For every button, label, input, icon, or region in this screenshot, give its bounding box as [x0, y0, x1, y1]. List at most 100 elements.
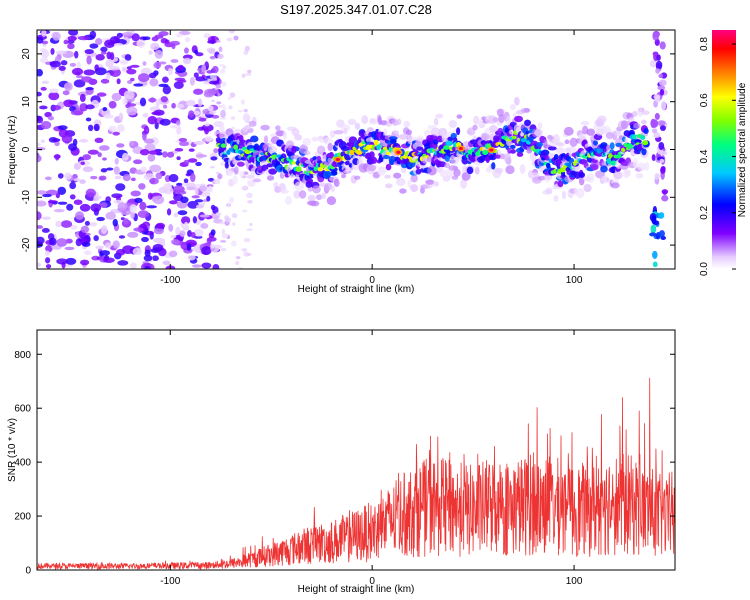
spectrogram-noise-cell — [126, 68, 137, 75]
spectrogram-ridge-cell — [291, 161, 297, 165]
spectrogram-halo-cell — [537, 175, 547, 181]
spectrogram-noise-cell — [193, 228, 204, 237]
spectrogram-noise-cell — [211, 65, 219, 74]
spectrogram-noise-cell — [147, 115, 158, 125]
spectrogram-noise-cell — [148, 150, 161, 155]
spectrogram-halo-cell — [307, 194, 316, 202]
spectrogram-signal-cell — [510, 144, 516, 149]
spectrogram-noise-cell — [121, 67, 127, 72]
spectrogram-halo-cell — [597, 115, 607, 123]
spectrogram-halo-cell — [448, 120, 458, 129]
spectrogram-halo-cell — [445, 168, 456, 179]
spectrogram-noise-cell — [240, 248, 247, 251]
spectrogram-noise-cell — [219, 221, 226, 225]
spectrogram-noise-cell — [233, 35, 239, 41]
spectrogram-noise-cell — [74, 50, 79, 59]
spectrogram-noise-cell — [47, 200, 58, 204]
spectrogram-peak-core — [335, 158, 340, 162]
spectrogram-x-axis-label: Height of straight line (km) — [298, 284, 415, 295]
spectrogram-noise-cell — [86, 55, 92, 65]
spectrogram-halo-cell — [309, 200, 320, 207]
colorbar-tick-label: 0.4 — [699, 149, 710, 163]
spectrogram-noise-cell — [117, 124, 125, 133]
snr-x-tick-label: 0 — [369, 576, 375, 587]
spectrogram-noise-cell — [124, 54, 132, 61]
spectrogram-noise-cell — [149, 78, 159, 87]
spectrogram-ridge-cell — [642, 140, 649, 146]
spectrogram-noise-cell — [199, 185, 207, 192]
spectrogram-edge-cell — [659, 150, 668, 156]
spectrogram-halo-cell — [432, 181, 440, 187]
spectrogram-edge-cell — [658, 141, 665, 151]
spectrogram-noise-cell — [188, 148, 195, 152]
spectrogram-noise-cell — [103, 257, 115, 263]
spectrogram-signal-cell — [494, 154, 502, 159]
spectrogram-noise-cell — [201, 262, 212, 269]
spectrogram-noise-cell — [148, 97, 157, 103]
spectrogram-halo-cell — [444, 162, 450, 169]
spectrogram-signal-cell — [437, 161, 447, 168]
spectrogram-noise-cell — [37, 190, 48, 195]
spectrogram-signal-cell — [266, 163, 274, 168]
spectrogram-noise-cell — [70, 110, 83, 116]
spectrogram-halo-cell — [564, 139, 570, 145]
spectrogram-noise-cell — [168, 200, 178, 205]
spectrogram-signal-cell — [491, 162, 496, 170]
snr-frame — [36, 329, 676, 571]
spectrogram-noise-cell — [129, 204, 138, 213]
spectrogram-halo-cell — [311, 136, 319, 142]
spectrogram-noise-cell — [57, 201, 68, 205]
spectrogram-noise-cell — [201, 64, 207, 73]
spectrogram-noise-cell — [183, 221, 189, 230]
spectrogram-halo-cell — [245, 115, 251, 121]
spectrogram-noise-cell — [139, 97, 147, 107]
spectrogram-noise-cell — [64, 246, 75, 251]
spectrogram-edge-cell — [657, 120, 666, 127]
spectrogram-signal-cell — [609, 142, 615, 150]
spectrogram-signal-cell — [369, 151, 375, 159]
spectrogram-noise-cell — [206, 70, 214, 74]
spectrogram-noise-cell — [221, 81, 227, 87]
spectrogram-halo-cell — [275, 125, 281, 131]
spectrogram-halo-cell — [461, 172, 471, 181]
spectrogram-halo-cell — [333, 178, 340, 187]
spectrogram-noise-cell — [244, 45, 250, 52]
spectrogram-noise-cell — [149, 177, 159, 185]
spectrogram-halo-cell — [632, 158, 639, 168]
spectrogram-halo-cell — [569, 137, 578, 147]
snr-panel: -100 0 100 0 200 400 600 800 Height of straigh… — [7, 329, 676, 595]
spectrogram-noise-cell — [211, 99, 215, 102]
spectrogram-noise-cell — [55, 50, 67, 55]
spectrogram-noise-cell — [80, 76, 93, 83]
spectrogram-noise-cell — [186, 186, 197, 191]
spectrogram-ridge-cell — [615, 154, 622, 159]
spectrogram-noise-cell — [133, 83, 144, 87]
spectrogram-noise-cell — [144, 249, 151, 257]
spectrogram-noise-cell — [198, 118, 207, 122]
spectrogram-edge-cell — [659, 41, 666, 50]
spectrogram-halo-cell — [637, 162, 646, 172]
spectrogram-signal-cell — [456, 127, 461, 136]
spectrogram-noise-cell — [55, 154, 60, 161]
spectrogram-noise-cell — [166, 151, 175, 158]
spectrogram-halo-cell — [242, 126, 249, 133]
spectrogram-noise-cell — [210, 166, 215, 169]
spectrogram-signal-cell — [641, 148, 647, 156]
spectrogram-noise-cell — [153, 195, 165, 205]
spectrogram-noise-cell — [227, 96, 232, 100]
spectrogram-noise-cell — [39, 105, 48, 110]
spectrogram-halo-cell — [555, 147, 565, 155]
spectrogram-noise-cell — [163, 183, 172, 190]
spectrogram-noise-cell — [122, 245, 134, 255]
spectrogram-noise-cell — [212, 264, 220, 269]
spectrogram-y-axis-label: Frequency (Hz) — [7, 116, 18, 185]
spectrogram-ridge-cell — [349, 149, 355, 155]
spectrogram-noise-cell — [87, 149, 99, 155]
spectrogram-halo-cell — [324, 182, 333, 191]
spectrogram-noise-cell — [215, 84, 221, 89]
spectrogram-noise-cell — [171, 239, 180, 245]
spectrogram-peak-core — [489, 148, 494, 152]
spectrogram-noise-cell — [219, 240, 227, 243]
spectrogram-noise-cell — [218, 104, 223, 108]
spectrogram-noise-cell — [66, 203, 74, 211]
